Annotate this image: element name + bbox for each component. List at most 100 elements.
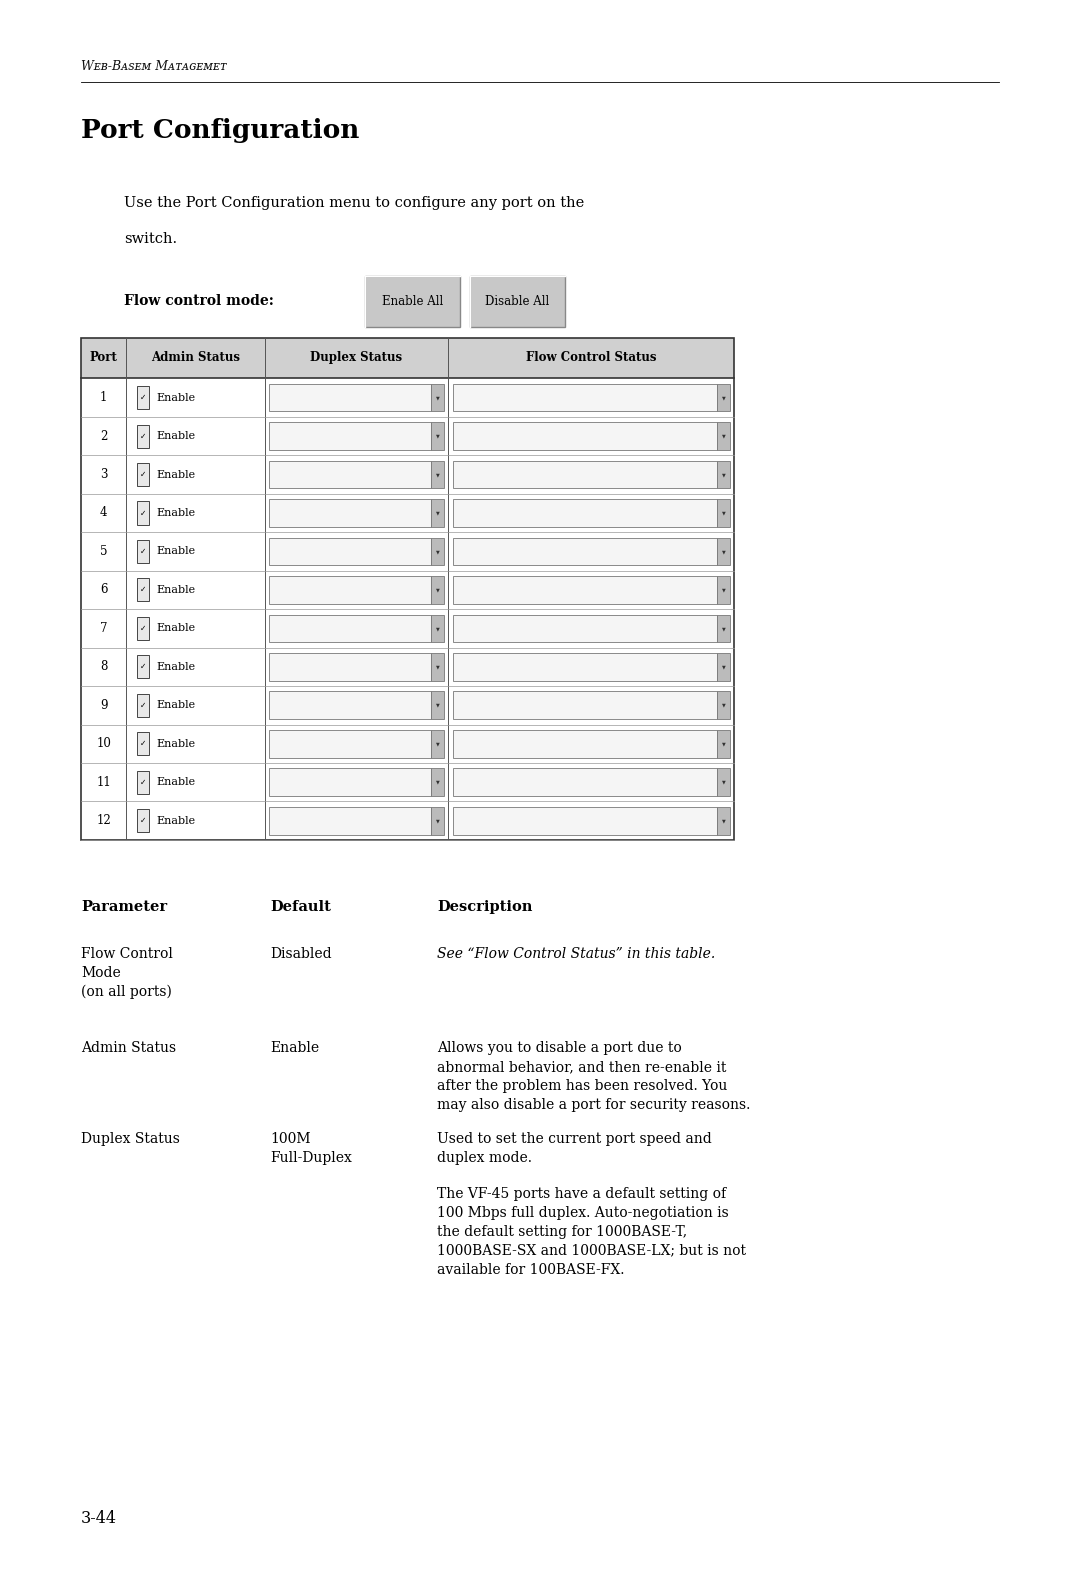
Text: Enable: Enable — [157, 586, 195, 595]
Bar — [717, 691, 730, 719]
Bar — [137, 578, 149, 601]
Text: ▼: ▼ — [435, 664, 440, 669]
Text: 11: 11 — [96, 776, 111, 788]
Bar — [431, 730, 444, 758]
Bar — [717, 653, 730, 681]
Text: ✓: ✓ — [140, 663, 146, 672]
Bar — [717, 614, 730, 642]
Text: ▼: ▼ — [435, 780, 440, 785]
Text: ▼: ▼ — [435, 433, 440, 438]
Text: ▼: ▼ — [721, 818, 726, 823]
Bar — [137, 809, 149, 832]
Text: 100M Full-Duplex: 100M Full-Duplex — [273, 509, 365, 518]
Text: Enable All: Enable All — [382, 295, 443, 308]
Text: Parameter: Parameter — [81, 900, 167, 914]
Text: See “Flow Control Status” in this table.: See “Flow Control Status” in this table. — [437, 947, 716, 961]
Bar — [431, 499, 444, 528]
Bar — [717, 460, 730, 488]
Bar — [717, 537, 730, 565]
Text: ▼: ▼ — [435, 703, 440, 708]
Text: 100M Full-Duplex: 100M Full-Duplex — [273, 700, 365, 710]
Text: Disabled: Disabled — [457, 623, 501, 633]
Bar — [431, 460, 444, 488]
Bar — [269, 807, 431, 835]
Text: ✓: ✓ — [140, 623, 146, 633]
Text: 100M Full-Duplex: 100M Full-Duplex — [273, 816, 365, 826]
Text: 5: 5 — [100, 545, 107, 557]
Text: ▼: ▼ — [721, 626, 726, 631]
Bar — [431, 614, 444, 642]
Text: 7: 7 — [100, 622, 107, 634]
Bar — [137, 771, 149, 794]
Bar — [717, 768, 730, 796]
Text: ▼: ▼ — [721, 587, 726, 592]
Text: Enable: Enable — [270, 1041, 319, 1055]
Bar — [137, 501, 149, 524]
Text: Disabled: Disabled — [457, 546, 501, 556]
Text: ✓: ✓ — [140, 777, 146, 787]
Text: Disabled: Disabled — [457, 509, 501, 518]
Bar — [269, 576, 431, 604]
Bar — [137, 424, 149, 447]
Bar — [717, 730, 730, 758]
Text: Duplex Status: Duplex Status — [81, 1132, 180, 1146]
Text: 4: 4 — [100, 507, 107, 520]
Text: 100M
Full-Duplex: 100M Full-Duplex — [270, 1132, 352, 1165]
Text: ▼: ▼ — [435, 741, 440, 746]
Text: Enable: Enable — [157, 663, 195, 672]
Text: Disabled: Disabled — [270, 947, 332, 961]
Text: ▼: ▼ — [435, 550, 440, 554]
Text: 6: 6 — [100, 584, 107, 597]
Text: Allows you to disable a port due to
abnormal behavior, and then re-enable it
aft: Allows you to disable a port due to abno… — [437, 1041, 751, 1112]
Text: Disabled: Disabled — [457, 586, 501, 595]
Bar — [269, 730, 431, 758]
Bar — [81, 338, 734, 840]
Bar — [269, 614, 431, 642]
Bar — [453, 807, 717, 835]
Bar — [470, 276, 565, 327]
Text: Disable All: Disable All — [485, 295, 550, 308]
Text: ▼: ▼ — [721, 510, 726, 515]
Text: The VF-45 ports have a default setting of
100 Mbps full duplex. Auto-negotiation: The VF-45 ports have a default setting o… — [437, 1187, 746, 1276]
Bar — [431, 691, 444, 719]
Text: 1: 1 — [100, 391, 107, 403]
Text: Enable: Enable — [157, 509, 195, 518]
Text: 9: 9 — [100, 699, 107, 711]
Text: ▼: ▼ — [435, 818, 440, 823]
Text: ▼: ▼ — [435, 587, 440, 592]
Bar — [717, 576, 730, 604]
Text: Flow Control Status: Flow Control Status — [526, 352, 657, 364]
Text: 100M Full-Duplex: 100M Full-Duplex — [273, 663, 365, 672]
Text: 10: 10 — [96, 738, 111, 750]
Text: Description: Description — [437, 900, 532, 914]
Bar — [717, 807, 730, 835]
Bar — [453, 537, 717, 565]
Text: 100M Full-Duplex: 100M Full-Duplex — [273, 392, 365, 402]
Text: Disabled: Disabled — [457, 739, 501, 749]
Text: ▼: ▼ — [721, 780, 726, 785]
Text: ▼: ▼ — [721, 741, 726, 746]
Text: ▼: ▼ — [721, 664, 726, 669]
Text: Disabled: Disabled — [457, 816, 501, 826]
Bar — [431, 383, 444, 411]
Text: Enable: Enable — [157, 392, 195, 402]
Bar — [137, 694, 149, 717]
Text: ▼: ▼ — [435, 510, 440, 515]
Text: 100M Full-Duplex: 100M Full-Duplex — [273, 432, 365, 441]
Text: ▼: ▼ — [721, 473, 726, 477]
Text: 2: 2 — [100, 430, 107, 443]
Bar — [137, 732, 149, 755]
Text: 3: 3 — [100, 468, 107, 480]
Text: ✓: ✓ — [140, 739, 146, 749]
Text: 100M Full-Duplex: 100M Full-Duplex — [273, 739, 365, 749]
Bar — [365, 276, 460, 327]
Bar — [453, 730, 717, 758]
Text: ▼: ▼ — [721, 433, 726, 438]
Bar — [137, 617, 149, 641]
Bar — [453, 499, 717, 528]
Text: ▼: ▼ — [435, 626, 440, 631]
Text: 100M Full-Duplex: 100M Full-Duplex — [273, 777, 365, 787]
Bar — [453, 422, 717, 451]
Text: ✓: ✓ — [140, 816, 146, 826]
Text: ▼: ▼ — [721, 396, 726, 400]
